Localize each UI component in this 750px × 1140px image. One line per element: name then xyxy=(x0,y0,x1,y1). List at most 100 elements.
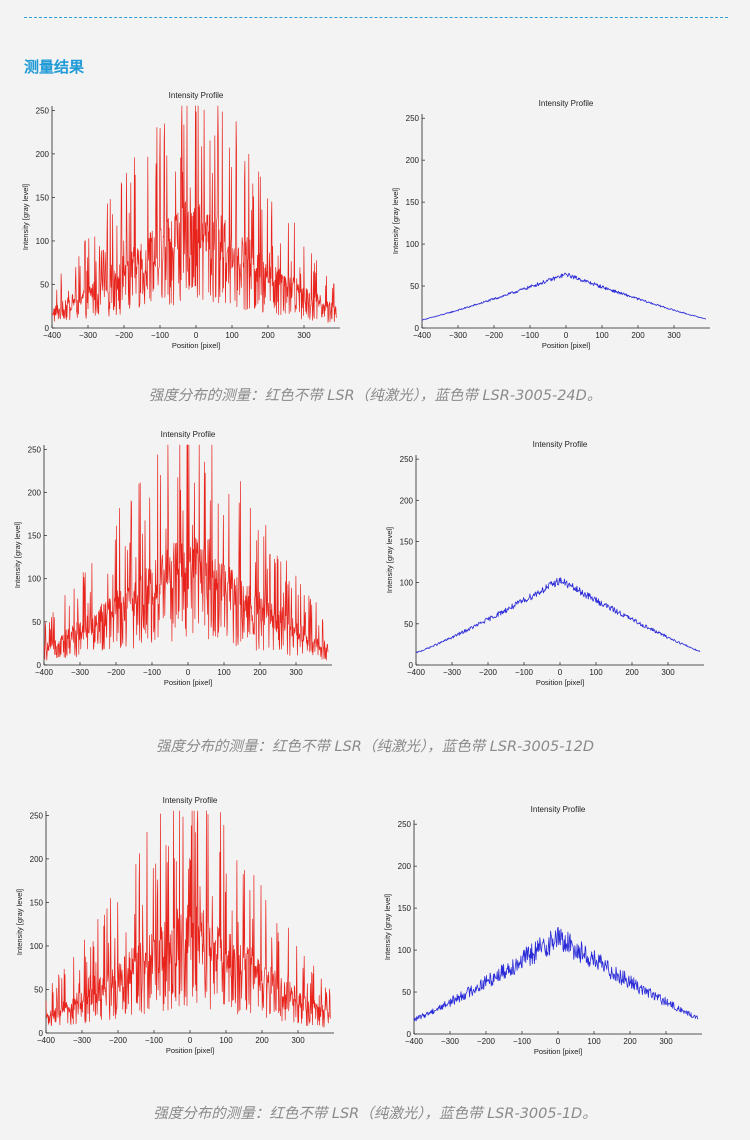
y-tick-label: 100 xyxy=(30,942,44,951)
y-tick-label: 250 xyxy=(30,811,44,820)
y-tick-label: 50 xyxy=(410,282,419,291)
y-tick-label: 0 xyxy=(415,324,420,333)
x-tick-label: −200 xyxy=(477,1037,496,1046)
y-tick-label: 0 xyxy=(409,661,414,670)
y-tick-label: 0 xyxy=(407,1030,412,1039)
y-tick-label: 250 xyxy=(398,820,412,829)
y-tick-label: 250 xyxy=(36,106,50,115)
section-title: 测量结果 xyxy=(24,58,85,76)
x-tick-label: 0 xyxy=(558,668,563,677)
y-tick-label: 100 xyxy=(398,946,412,955)
y-tick-label: 150 xyxy=(400,537,414,546)
y-tick-label: 0 xyxy=(45,324,50,333)
x-tick-label: 300 xyxy=(661,668,675,677)
x-tick-label: −100 xyxy=(521,331,540,340)
y-tick-label: 50 xyxy=(34,985,43,994)
x-tick-label: 300 xyxy=(291,1036,305,1045)
x-tick-label: −200 xyxy=(485,331,504,340)
x-tick-label: 0 xyxy=(564,331,569,340)
x-tick-label: 300 xyxy=(297,331,311,340)
series-line xyxy=(51,105,337,323)
x-tick-label: −400 xyxy=(37,1036,56,1045)
y-tick-label: 50 xyxy=(404,620,413,629)
x-tick-label: 0 xyxy=(556,1037,561,1046)
y-tick-label: 150 xyxy=(398,904,412,913)
x-tick-label: 0 xyxy=(194,331,199,340)
y-axis-label: Intensity [gray level] xyxy=(21,184,30,250)
y-axis-label: Intensity [gray level] xyxy=(391,188,400,254)
y-tick-label: 250 xyxy=(406,114,420,123)
y-tick-label: 150 xyxy=(30,898,44,907)
x-tick-label: −300 xyxy=(443,668,462,677)
y-axis-label: Intensity [gray level] xyxy=(15,889,24,955)
caption-row2: 强度分布的测量：红色不带 LSR（纯激光），蓝色带 LSR-3005-12D xyxy=(155,739,595,755)
x-tick-label: −400 xyxy=(405,1037,424,1046)
y-tick-label: 200 xyxy=(398,862,412,871)
caption-row3: 强度分布的测量：红色不带 LSR（纯激光），蓝色带 LSR-3005-1D。 xyxy=(153,1106,597,1122)
x-axis-label: Position [pixel] xyxy=(542,341,590,350)
series-line xyxy=(413,927,699,1022)
x-tick-label: −400 xyxy=(35,668,54,677)
x-tick-label: −200 xyxy=(109,1036,128,1045)
series-line xyxy=(45,810,331,1028)
x-tick-label: 100 xyxy=(595,331,609,340)
chart-title: Intensity Profile xyxy=(539,99,594,108)
x-tick-label: 300 xyxy=(659,1037,673,1046)
y-tick-label: 200 xyxy=(36,150,50,159)
x-axis-label: Position [pixel] xyxy=(536,678,584,687)
y-tick-label: 150 xyxy=(28,532,42,541)
x-tick-label: 100 xyxy=(219,1036,233,1045)
series-line xyxy=(416,577,701,654)
x-tick-label: 0 xyxy=(188,1036,193,1045)
x-tick-label: −400 xyxy=(407,668,426,677)
x-tick-label: 100 xyxy=(225,331,239,340)
x-tick-label: 200 xyxy=(623,1037,637,1046)
x-tick-label: −200 xyxy=(107,668,126,677)
x-tick-label: −300 xyxy=(449,331,468,340)
x-tick-label: −100 xyxy=(513,1037,532,1046)
x-tick-label: 100 xyxy=(217,668,231,677)
x-tick-label: 200 xyxy=(253,668,267,677)
chart-red-row2: Intensity Profile 0 50 100 150 200 250 −400 −300… xyxy=(13,430,332,687)
x-tick-label: −100 xyxy=(151,331,170,340)
chart-blue-row1: Intensity Profile 0 50 100 150 200 250 −400 −300… xyxy=(391,99,710,350)
x-tick-label: −100 xyxy=(143,668,162,677)
chart-red-row3: Intensity Profile 0 50 100 150 200 250 −400 −300… xyxy=(15,796,334,1055)
series-line xyxy=(421,272,707,321)
y-tick-label: 50 xyxy=(402,988,411,997)
x-tick-label: 300 xyxy=(667,331,681,340)
x-tick-label: 200 xyxy=(625,668,639,677)
chart-title: Intensity Profile xyxy=(531,805,586,814)
y-tick-label: 200 xyxy=(406,156,420,165)
x-tick-label: −400 xyxy=(413,331,432,340)
top-dashed-divider xyxy=(24,17,728,18)
y-axis-label: Intensity [gray level] xyxy=(13,522,22,588)
x-tick-label: −300 xyxy=(71,668,90,677)
x-tick-label: 100 xyxy=(589,668,603,677)
x-axis-label: Position [pixel] xyxy=(534,1047,582,1056)
x-tick-label: 200 xyxy=(631,331,645,340)
x-tick-label: −100 xyxy=(515,668,534,677)
x-tick-label: −300 xyxy=(79,331,98,340)
series-line xyxy=(43,444,329,661)
x-tick-label: 100 xyxy=(587,1037,601,1046)
y-tick-label: 0 xyxy=(39,1029,44,1038)
y-tick-label: 250 xyxy=(28,445,42,454)
chart-red-row1: Intensity Profile 0 50 100 150 200 250 −400 −300… xyxy=(21,91,340,350)
chart-blue-row2: Intensity Profile 0 50 100 150 200 250 −400 −300… xyxy=(385,440,704,687)
x-tick-label: 300 xyxy=(289,668,303,677)
y-tick-label: 100 xyxy=(400,579,414,588)
caption-row1: 强度分布的测量：红色不带 LSR（纯激光），蓝色带 LSR-3005-24D。 xyxy=(148,388,602,404)
chart-title: Intensity Profile xyxy=(533,440,588,449)
x-tick-label: 200 xyxy=(255,1036,269,1045)
y-tick-label: 100 xyxy=(28,575,42,584)
x-axis-label: Position [pixel] xyxy=(172,341,220,350)
y-tick-label: 200 xyxy=(30,855,44,864)
y-tick-label: 100 xyxy=(36,237,50,246)
chart-blue-row3: Intensity Profile 0 50 100 150 200 250 −400 −300… xyxy=(383,805,702,1056)
x-axis-label: Position [pixel] xyxy=(164,678,212,687)
chart-title: Intensity Profile xyxy=(161,430,216,439)
chart-title: Intensity Profile xyxy=(169,91,224,100)
x-tick-label: −100 xyxy=(145,1036,164,1045)
x-tick-label: −200 xyxy=(115,331,134,340)
